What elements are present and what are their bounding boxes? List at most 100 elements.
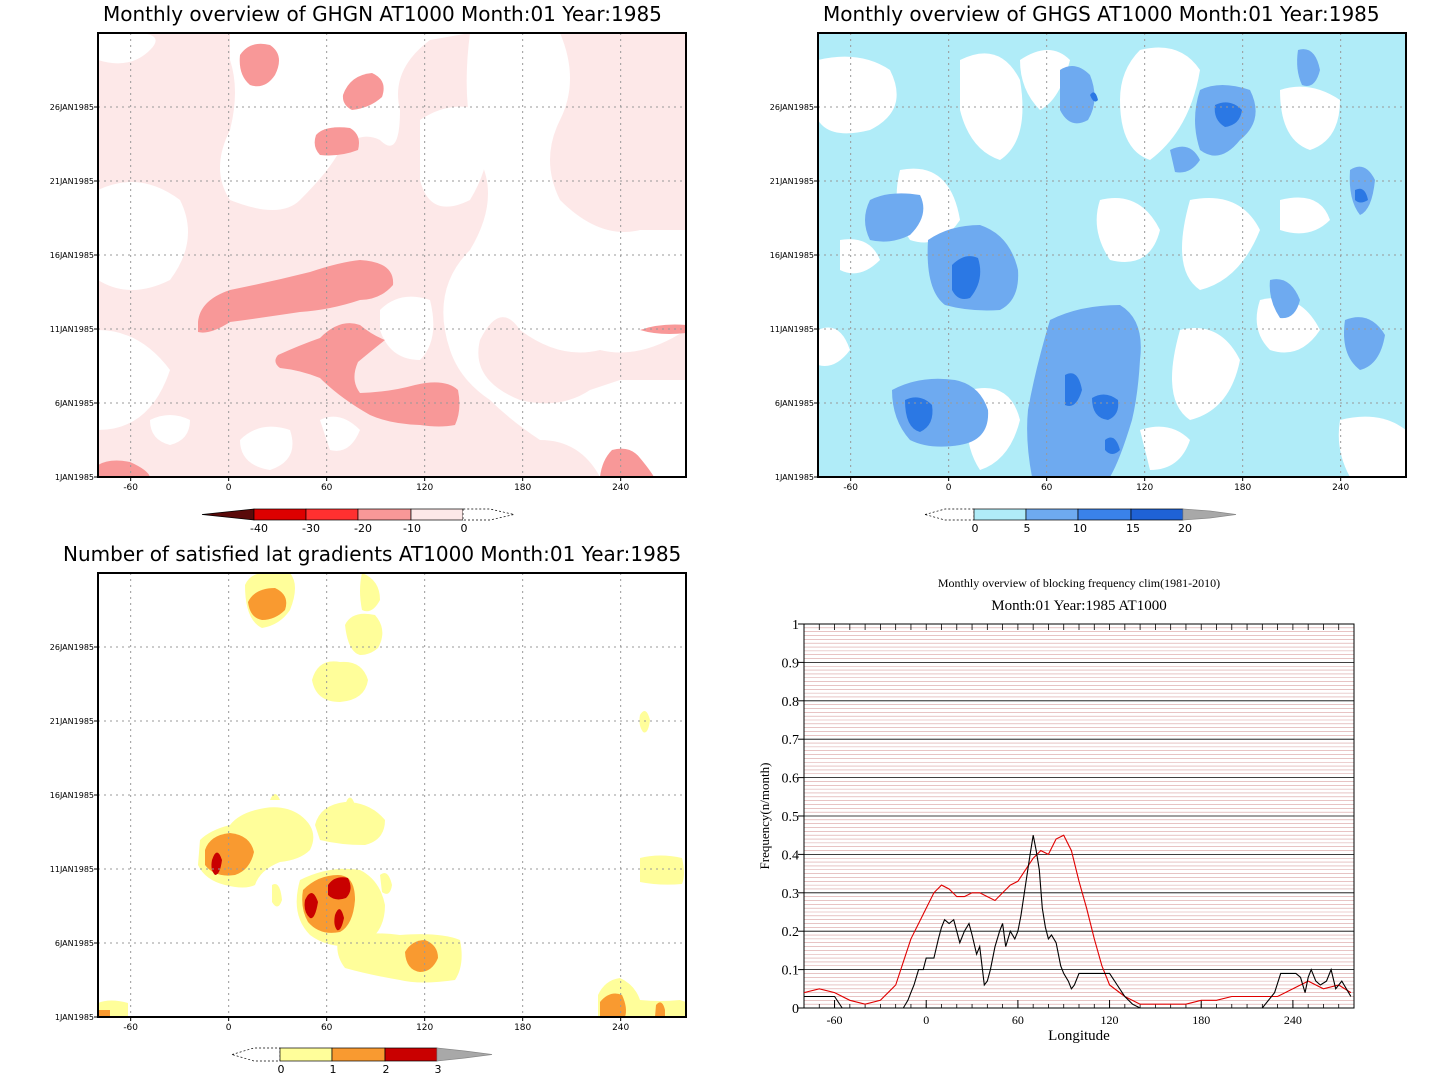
x-tick-label: -60 <box>123 483 138 493</box>
x-tick-label: 180 <box>1234 483 1251 493</box>
y-axis-label: Frequency(n/month) <box>757 763 772 870</box>
contour-patch <box>952 256 981 299</box>
year-line <box>804 835 1352 1009</box>
y-tick-label: 16JAN1985 <box>50 791 94 800</box>
colorbar-label: -20 <box>354 522 372 535</box>
y-tick-label: 1JAN1985 <box>55 473 94 482</box>
contour-patch <box>1096 198 1160 262</box>
y-tick-label: 16JAN1985 <box>770 251 814 260</box>
contour-patch <box>380 296 434 360</box>
y-tick-label: 1JAN1985 <box>55 1013 94 1022</box>
x-tick-label: 0 <box>923 1013 929 1027</box>
y-tick-label: 0.6 <box>782 772 800 787</box>
contour-patch <box>600 448 654 477</box>
contour-patch <box>840 239 880 274</box>
y-tick-label: 16JAN1985 <box>50 251 94 260</box>
y-tick-label: 0.4 <box>782 848 800 863</box>
contour-patch <box>345 797 355 805</box>
contour-patch <box>1280 86 1340 150</box>
blocking-title: Monthly overview of blocking frequency c… <box>937 576 1221 590</box>
y-tick-label: 1JAN1985 <box>775 473 814 482</box>
contour-patch <box>1105 437 1120 454</box>
colorbar-label: -30 <box>302 522 320 535</box>
y-tick-label: 6JAN1985 <box>55 939 94 948</box>
colorbar-cell <box>1130 508 1184 521</box>
colorbar-extend-high <box>462 508 515 521</box>
contour-patch <box>1140 426 1190 470</box>
colorbar-label: 0 <box>972 522 979 535</box>
contour-patch <box>639 711 650 733</box>
blocking-panel: Monthly overview of blocking frequency c… <box>720 545 1440 1091</box>
contour-patch <box>98 182 188 290</box>
x-tick-label: 180 <box>1192 1013 1210 1027</box>
x-tick-label: 0 <box>946 483 952 493</box>
contour-patch <box>1092 394 1119 420</box>
ghgn-title: Monthly overview of GHGN AT1000 Month:01… <box>103 2 662 26</box>
y-tick-label: 6JAN1985 <box>775 399 814 408</box>
y-tick-label: 26JAN1985 <box>50 643 94 652</box>
contour-patch <box>342 73 384 110</box>
contour-patch <box>98 330 170 430</box>
contour-patch <box>600 56 643 110</box>
ghgs-title: Monthly overview of GHGS AT1000 Month:01… <box>823 2 1380 26</box>
contour-patch <box>320 416 360 451</box>
colorbar-cell <box>279 1047 333 1062</box>
x-tick-label: 0 <box>226 483 232 493</box>
colorbar-extend-low <box>923 508 975 521</box>
x-tick-label: 120 <box>1136 483 1153 493</box>
gradients-title: Number of satisfied lat gradients AT1000… <box>63 542 682 566</box>
contour-patch <box>1280 197 1330 234</box>
x-tick-label: 240 <box>1332 483 1349 493</box>
contour-patch <box>98 460 150 477</box>
y-tick-label: 21JAN1985 <box>770 177 814 186</box>
y-tick-label: 26JAN1985 <box>770 103 814 112</box>
ghgs-chart: -60 0 60 120 180 240 1JAN1985 6JAN1985 11JAN1985… <box>770 32 1407 535</box>
climatology-line <box>803 834 1352 1005</box>
colorbar-cell <box>384 1047 438 1062</box>
contour-patch <box>334 909 344 931</box>
colorbar-label: 10 <box>1073 522 1087 535</box>
contour-patch <box>640 855 684 885</box>
contour-patch <box>1344 317 1385 370</box>
contour-patch <box>443 33 686 477</box>
x-tick-label: 240 <box>1284 1013 1302 1027</box>
contour-patch <box>220 33 470 210</box>
gradients-chart: -60 0 60 120 180 2401JAN19856JAN198511JAN1985… <box>50 572 687 1076</box>
contour-patch <box>239 43 279 87</box>
contour-patch <box>1338 416 1406 477</box>
contour-patch <box>328 877 351 900</box>
contour-patch <box>1214 102 1242 127</box>
contour-patch <box>620 246 650 272</box>
colorbar-label: 0 <box>461 522 468 535</box>
colorbar-label: 3 <box>435 1063 442 1076</box>
contour-patch <box>304 892 318 919</box>
contour-patch <box>1297 49 1320 86</box>
colorbar-label: 1 <box>330 1063 337 1076</box>
x-tick-label: 240 <box>612 1023 629 1033</box>
colorbar-cell <box>357 508 412 521</box>
contour-patch <box>345 613 383 655</box>
colorbar-cell <box>973 508 1027 521</box>
colorbar-extend-high <box>436 1047 493 1062</box>
x-tick-label: 240 <box>612 483 629 493</box>
colorbar-extend-low <box>201 508 255 521</box>
y-tick-label: 0.1 <box>782 964 800 979</box>
y-tick-label: 11JAN1985 <box>770 325 814 334</box>
contour-patch <box>312 661 368 702</box>
blocking-chart: -60 0 60 120 180 240 0 0.1 0.2 0.3 0.4 0.5 0.6 0.7 0.8… <box>757 618 1355 1044</box>
colorbar-label: 0 <box>278 1063 285 1076</box>
contour-patch <box>1120 47 1200 160</box>
y-tick-label: 6JAN1985 <box>55 399 94 408</box>
contour-patch <box>314 127 359 156</box>
y-tick-label: 0.9 <box>782 656 800 671</box>
fine-grid <box>804 627 1354 1005</box>
contour-patch <box>960 53 1023 161</box>
y-tick-label: 11JAN1985 <box>50 865 94 874</box>
y-tick-label: 0.7 <box>782 733 800 748</box>
contour-patch <box>1020 50 1070 110</box>
colorbar-label: -40 <box>250 522 268 535</box>
x-tick-label: 120 <box>1101 1013 1119 1027</box>
contour-patch <box>198 260 394 333</box>
contour-patch <box>1065 373 1082 406</box>
y-tick-label: 21JAN1985 <box>50 717 94 726</box>
